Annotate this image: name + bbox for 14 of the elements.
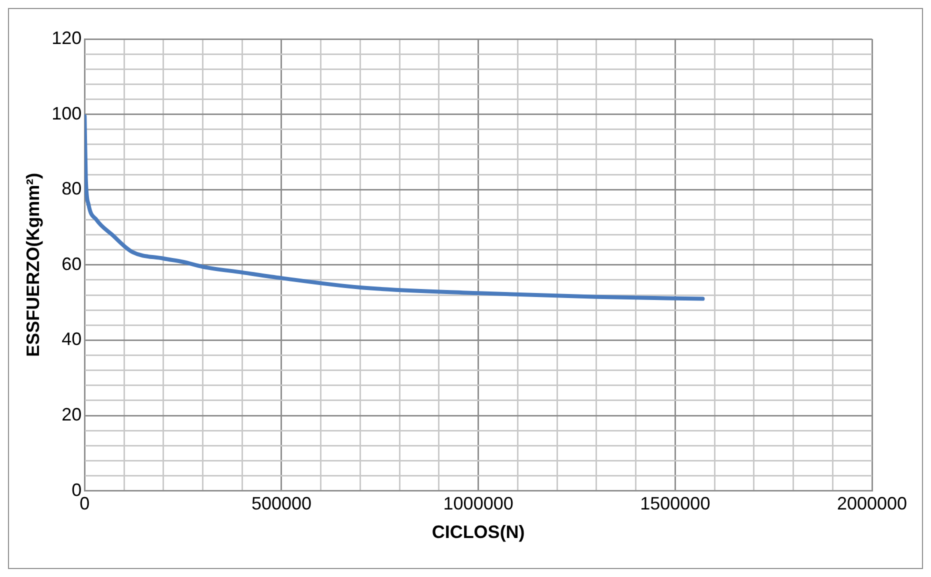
- y-tick-label: 120: [52, 28, 82, 48]
- x-tick-label: 500000: [251, 494, 312, 514]
- y-tick-label: 100: [52, 103, 82, 124]
- x-tick-label: 1500000: [640, 494, 710, 514]
- x-tick-label: 2000000: [836, 494, 908, 514]
- x-tick-label: 1000000: [443, 494, 514, 514]
- y-axis-title: ESSFUERZO(Kgmm²): [22, 172, 43, 357]
- y-tick-label: 80: [62, 178, 82, 199]
- y-tick-label: 20: [62, 404, 82, 424]
- line-series: [84, 114, 705, 301]
- y-tick-label: 0: [72, 480, 82, 500]
- y-tick-label: 40: [62, 329, 82, 350]
- y-tick-label: 60: [62, 254, 82, 274]
- x-axis-title: CICLOS(N): [432, 522, 525, 542]
